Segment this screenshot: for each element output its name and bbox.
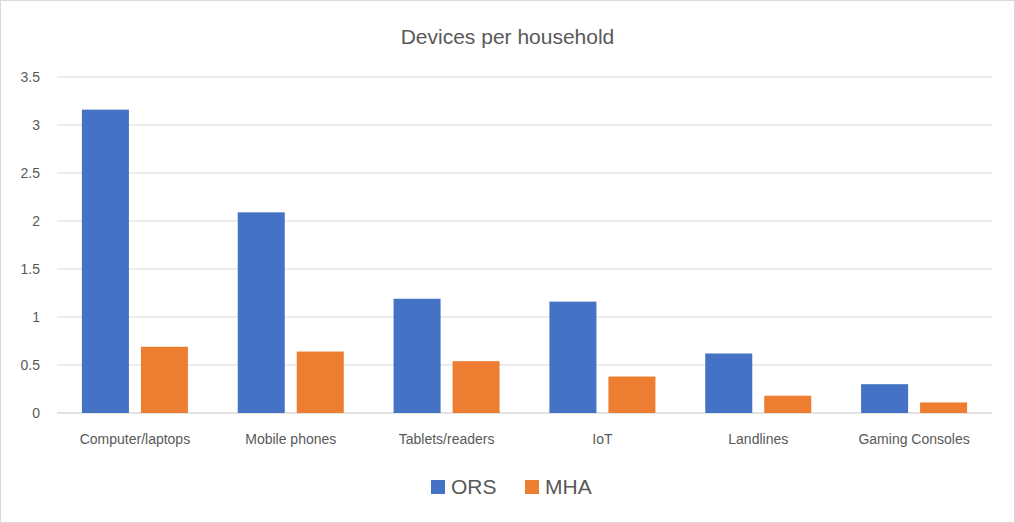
bar (764, 396, 811, 413)
title: Devices per household (401, 25, 615, 48)
legend: ORS MHA (431, 475, 592, 498)
chart-border (1, 1, 1015, 523)
grid-line (57, 317, 992, 318)
grid-line (57, 269, 992, 270)
y-tick-label: 3.5 (21, 69, 41, 85)
grid-line (57, 173, 992, 174)
bar (394, 299, 441, 413)
legend-label: MHA (545, 475, 592, 498)
x-axis-line (57, 413, 992, 414)
y-tick-label: 1 (32, 309, 40, 325)
x-tick-label: Mobile phones (245, 431, 336, 447)
x-tick-label: Landlines (728, 431, 788, 447)
bar (608, 377, 655, 413)
bar (920, 402, 967, 413)
y-tick-label: 3 (32, 117, 40, 133)
chart-svg: Devices per household 0 0.5 1 1.5 2 2.5 3 3.5 Com… (0, 0, 1015, 523)
x-tick-label: Tablets/readers (399, 431, 495, 447)
grid-line (57, 125, 992, 126)
legend-swatch (525, 480, 539, 494)
grid-line (57, 365, 992, 366)
bar (297, 352, 344, 413)
bars (82, 110, 967, 413)
bar (141, 347, 188, 413)
bar (705, 353, 752, 413)
bar (238, 212, 285, 413)
y-tick-label: 2 (32, 213, 40, 229)
bar (549, 302, 596, 413)
y-tick-label: 1.5 (21, 261, 41, 277)
bar (82, 110, 129, 413)
y-tick-label: 2.5 (21, 165, 41, 181)
bar (453, 361, 500, 413)
x-tick-label: Computer/laptops (80, 431, 191, 447)
legend-swatch (431, 480, 445, 494)
legend-label: ORS (451, 475, 497, 498)
x-tick-label: Gaming Consoles (858, 431, 969, 447)
chart-container: Devices per household 0 0.5 1 1.5 2 2.5 3 3.5 Com… (0, 0, 1015, 523)
grid-line (57, 413, 992, 414)
grid-line (57, 221, 992, 222)
bar (861, 384, 908, 413)
y-tick-label: 0 (32, 405, 40, 421)
x-tick-label: IoT (592, 431, 613, 447)
y-tick-label: 0.5 (21, 357, 41, 373)
grid-line (57, 77, 992, 78)
